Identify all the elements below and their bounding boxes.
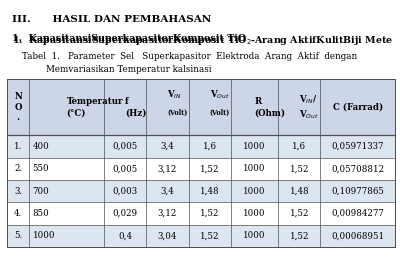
Text: N
O
.: N O . — [14, 92, 22, 122]
Text: 0,05708812: 0,05708812 — [331, 164, 384, 173]
Bar — [7, 225, 395, 247]
Text: 0,005: 0,005 — [112, 142, 138, 151]
Text: 700: 700 — [32, 187, 49, 195]
Text: 0,00984277: 0,00984277 — [332, 209, 384, 218]
Text: 3.: 3. — [14, 187, 22, 195]
Text: Tabel  1.   Parameter  Sel   Superkapasitor  Elektroda  Arang  Aktif  dengan: Tabel 1. Parameter Sel Superkapasitor El… — [22, 52, 357, 61]
Text: 1000: 1000 — [32, 232, 55, 240]
Text: 3,04: 3,04 — [158, 232, 177, 240]
Text: 1,48: 1,48 — [290, 187, 309, 195]
Text: 1,52: 1,52 — [200, 232, 220, 240]
Text: 0,00068951: 0,00068951 — [331, 232, 384, 240]
Text: Memvariasikan Temperatur kalsinasi: Memvariasikan Temperatur kalsinasi — [46, 65, 212, 74]
Text: f
(Hz): f (Hz) — [125, 97, 147, 117]
Bar — [7, 202, 395, 225]
Text: 1,52: 1,52 — [290, 164, 309, 173]
Text: V$_{IN}$/
V$_{Out}$: V$_{IN}$/ V$_{Out}$ — [299, 93, 319, 121]
Text: 1,52: 1,52 — [290, 209, 309, 218]
Text: 1000: 1000 — [243, 164, 266, 173]
Text: 1,52: 1,52 — [200, 209, 220, 218]
Text: 1.  KapasitansiSuperkapasitorKomposit TiO$_2$-Arang AktifKulitBiji Mete: 1. KapasitansiSuperkapasitorKomposit TiO… — [12, 34, 393, 47]
Text: 550: 550 — [32, 164, 49, 173]
Text: C (Farrad): C (Farrad) — [333, 103, 383, 112]
Text: 0,05971337: 0,05971337 — [332, 142, 384, 151]
Text: 3,12: 3,12 — [158, 164, 177, 173]
Text: 1.: 1. — [14, 142, 22, 151]
Text: Temperatur
(°C): Temperatur (°C) — [67, 97, 123, 117]
Text: 1000: 1000 — [243, 232, 266, 240]
Text: (Volt): (Volt) — [168, 109, 188, 117]
Text: 3,4: 3,4 — [160, 187, 174, 195]
Text: 1,52: 1,52 — [290, 232, 309, 240]
Text: 1,48: 1,48 — [200, 187, 220, 195]
Text: 1000: 1000 — [243, 187, 266, 195]
Text: 1,6: 1,6 — [203, 142, 217, 151]
Text: 0,005: 0,005 — [112, 164, 138, 173]
Text: 4.: 4. — [14, 209, 22, 218]
Bar — [7, 79, 395, 135]
Text: 1000: 1000 — [243, 142, 266, 151]
Text: 1,6: 1,6 — [292, 142, 306, 151]
Bar — [7, 79, 395, 247]
Text: 0,003: 0,003 — [113, 187, 138, 195]
Text: 1000: 1000 — [243, 209, 266, 218]
Text: 5.: 5. — [14, 232, 22, 240]
Text: 0,4: 0,4 — [118, 232, 132, 240]
Text: 3,4: 3,4 — [160, 142, 174, 151]
Text: V$_{IN}$: V$_{IN}$ — [168, 89, 182, 101]
Text: V$_{Out}$: V$_{Out}$ — [210, 89, 230, 101]
Bar — [7, 135, 395, 158]
Text: 850: 850 — [32, 209, 49, 218]
Text: 2.: 2. — [14, 164, 22, 173]
Text: R
(Ohm): R (Ohm) — [254, 97, 286, 117]
Bar — [7, 180, 395, 202]
Text: 0,10977865: 0,10977865 — [332, 187, 384, 195]
Text: (Volt): (Volt) — [210, 109, 230, 117]
Text: 1.  KapasitansiSuperkapasitorKomposit TiO: 1. KapasitansiSuperkapasitorKomposit TiO — [12, 34, 246, 43]
Text: III.      HASIL DAN PEMBAHASAN: III. HASIL DAN PEMBAHASAN — [12, 15, 211, 24]
Bar — [7, 158, 395, 180]
Text: 400: 400 — [32, 142, 49, 151]
Text: 3,12: 3,12 — [158, 209, 177, 218]
Text: 1,52: 1,52 — [200, 164, 220, 173]
Text: 0,029: 0,029 — [113, 209, 138, 218]
